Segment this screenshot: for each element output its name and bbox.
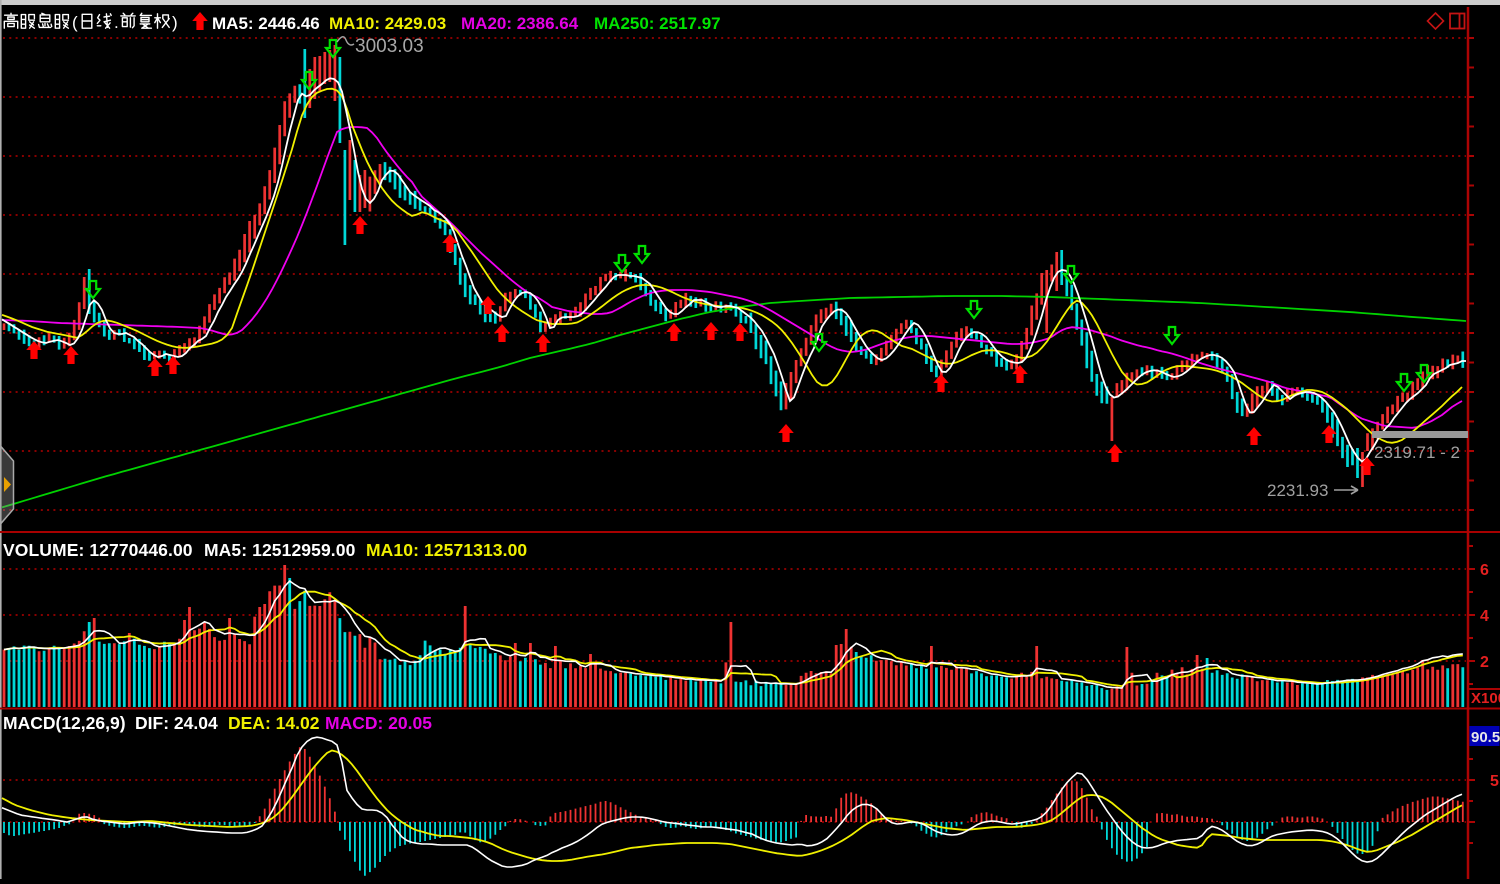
svg-text:DIF: 24.04: DIF: 24.04 (135, 713, 218, 733)
svg-text:MA5: 2446.46: MA5: 2446.46 (212, 14, 320, 33)
svg-text:2319.71 - 2: 2319.71 - 2 (1374, 443, 1460, 462)
svg-text:.: . (114, 13, 119, 32)
svg-text:90.59: 90.59 (1471, 729, 1500, 746)
svg-text:MA10: 2429.03: MA10: 2429.03 (329, 14, 446, 33)
svg-text:(: ( (72, 13, 78, 32)
svg-text:MA250: 2517.97: MA250: 2517.97 (594, 14, 721, 33)
svg-text:MA10: 12571313.00: MA10: 12571313.00 (366, 540, 527, 560)
svg-text:6: 6 (1480, 562, 1489, 579)
svg-text:4: 4 (1480, 608, 1489, 625)
svg-text:): ) (172, 13, 178, 32)
svg-text:3003.03: 3003.03 (355, 36, 424, 57)
svg-text:MACD: 20.05: MACD: 20.05 (325, 713, 432, 733)
svg-text:2: 2 (1480, 654, 1489, 671)
svg-text:MA5: 12512959.00: MA5: 12512959.00 (204, 540, 356, 560)
svg-text:MACD(12,26,9): MACD(12,26,9) (3, 713, 126, 733)
svg-text:MA20: 2386.64: MA20: 2386.64 (461, 14, 579, 33)
svg-text:5: 5 (1490, 773, 1499, 790)
svg-text:DEA: 14.02: DEA: 14.02 (228, 713, 320, 733)
svg-text:X100: X100 (1471, 690, 1500, 707)
svg-text:VOLUME: 12770446.00: VOLUME: 12770446.00 (3, 540, 193, 560)
svg-text:2231.93: 2231.93 (1267, 481, 1328, 500)
